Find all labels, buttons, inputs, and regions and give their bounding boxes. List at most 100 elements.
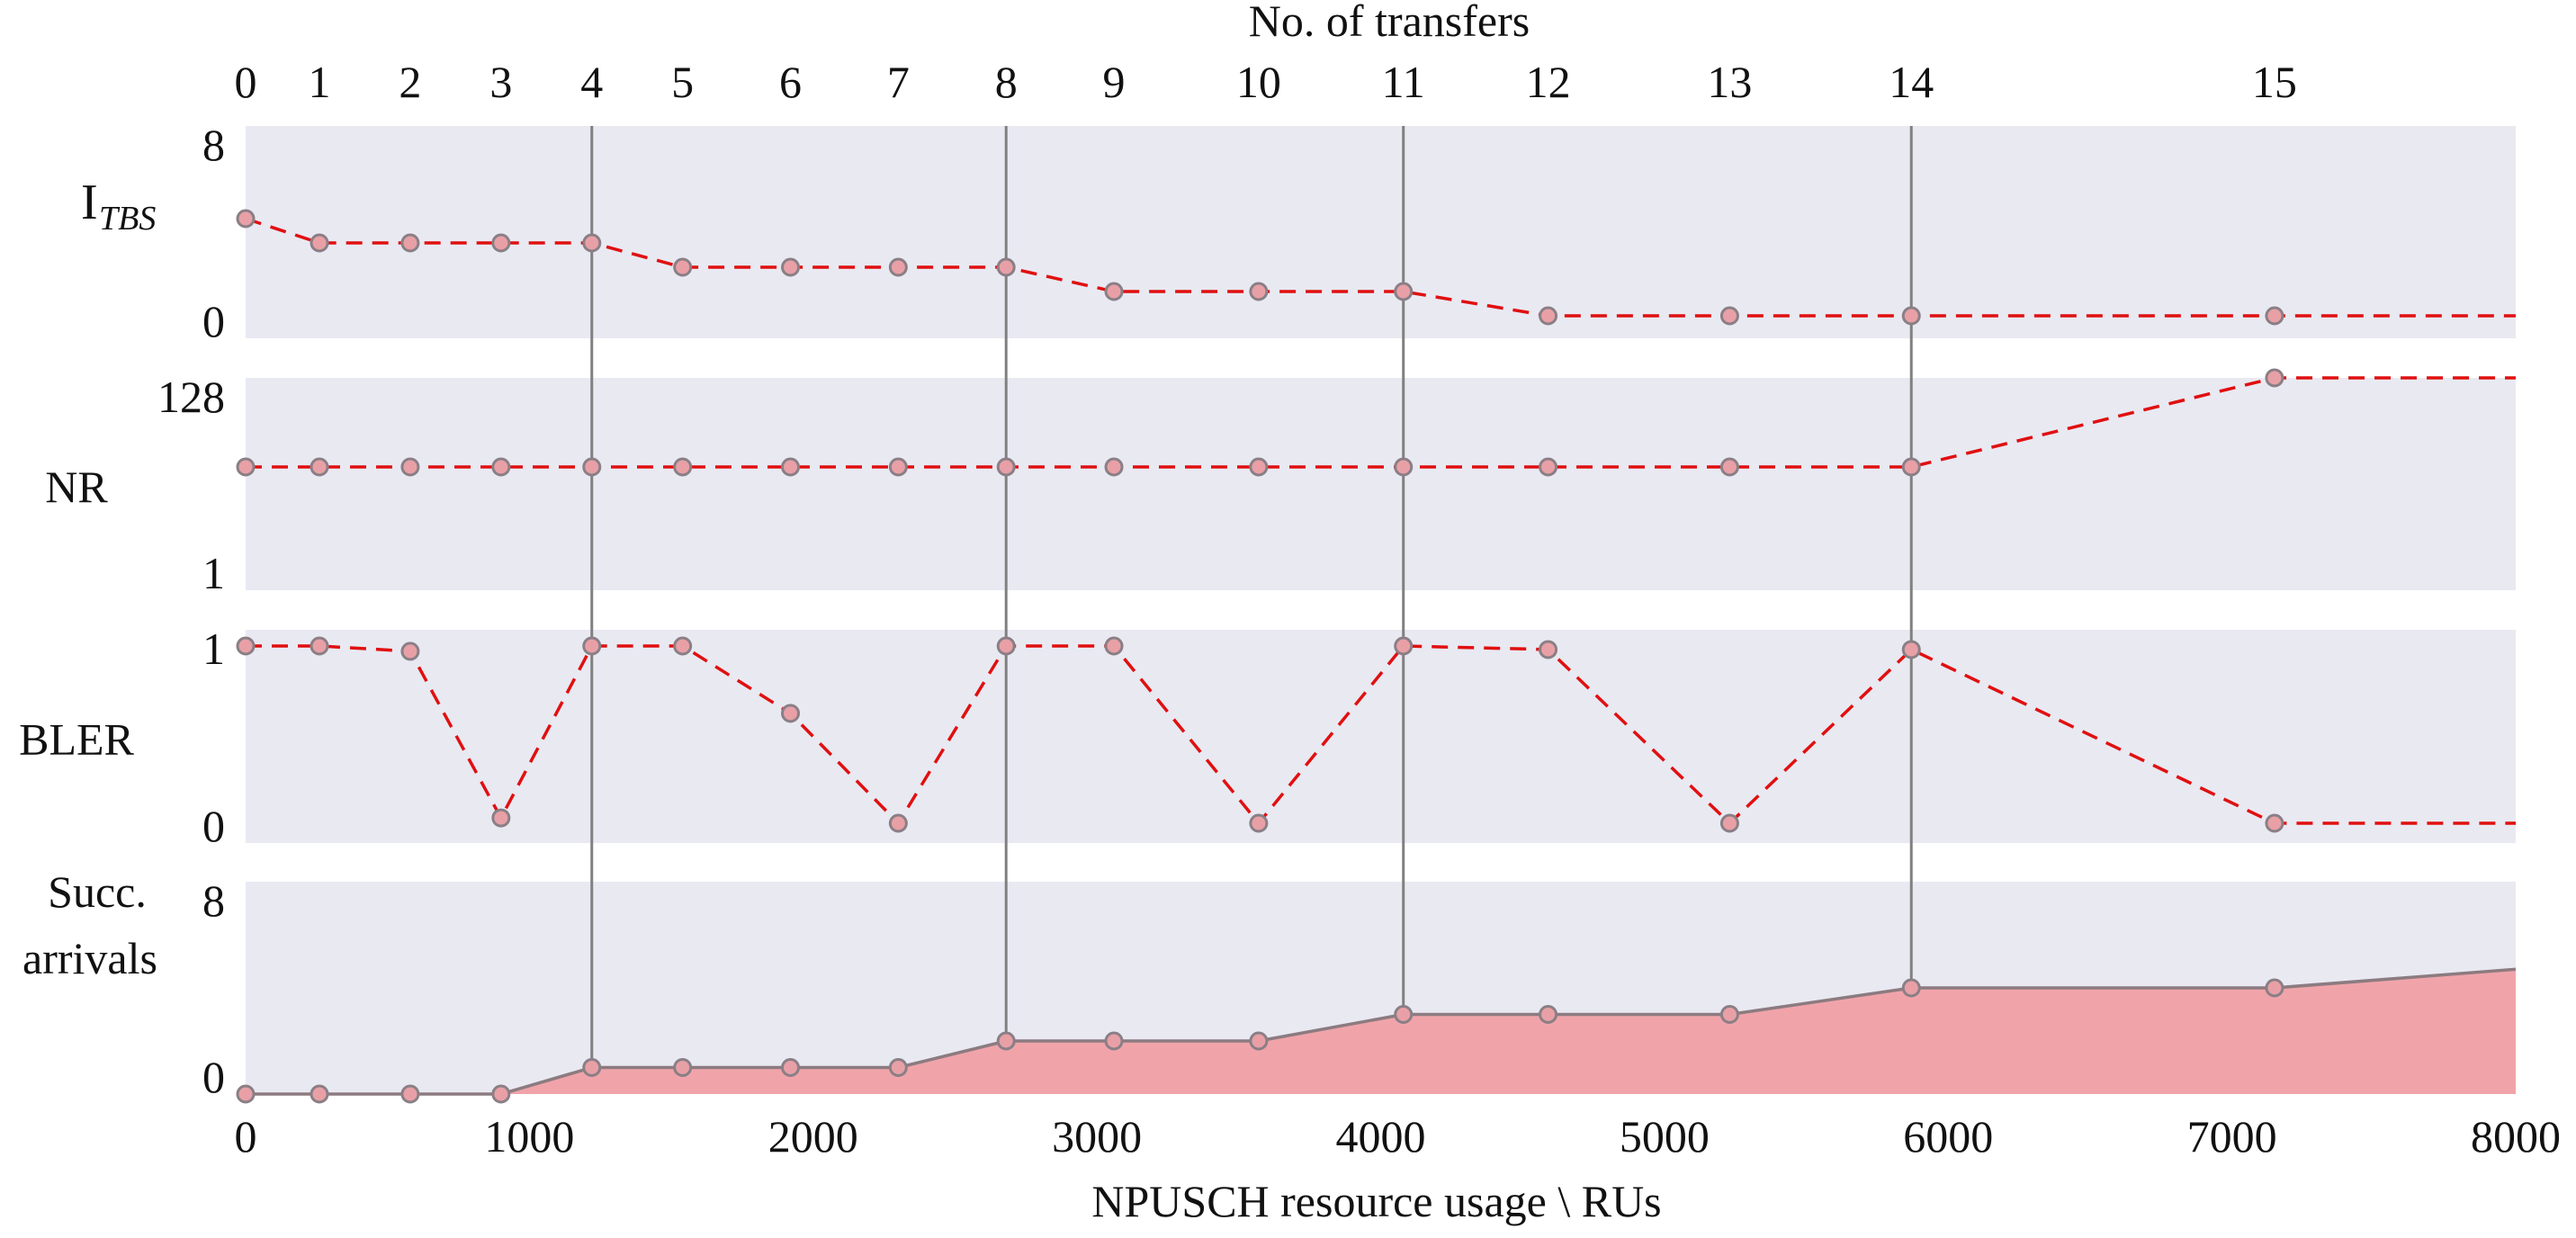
data-point-nr-11 — [1394, 457, 1414, 477]
data-point-succ-15 — [2265, 978, 2284, 998]
data-point-bler-3 — [491, 808, 511, 828]
data-point-itbs-6 — [781, 257, 801, 277]
series-layer — [236, 209, 2517, 1104]
data-point-succ-13 — [1719, 1005, 1739, 1024]
data-point-bler-11 — [1394, 636, 1414, 656]
x-tick-label-8: 8000 — [2471, 1111, 2561, 1162]
data-point-bler-15 — [2265, 813, 2284, 833]
data-point-succ-6 — [781, 1058, 801, 1077]
top-tick-label-6: 6 — [779, 57, 802, 107]
y-tick-top-bler: 1 — [202, 623, 225, 674]
top-tick-label-11: 11 — [1382, 57, 1425, 107]
panel-label-subscript-itbs: TBS — [99, 200, 156, 238]
x-tick-label-3: 3000 — [1052, 1111, 1142, 1162]
data-point-itbs-3 — [491, 233, 511, 253]
data-point-nr-1 — [310, 457, 329, 477]
data-point-nr-3 — [491, 457, 511, 477]
data-point-succ-14 — [1901, 978, 1921, 998]
data-point-bler-2 — [400, 641, 420, 661]
data-point-itbs-11 — [1394, 282, 1414, 301]
data-point-itbs-10 — [1249, 282, 1269, 301]
data-point-bler-8 — [996, 636, 1016, 656]
data-point-itbs-1 — [310, 233, 329, 253]
x-tick-label-2: 2000 — [768, 1111, 858, 1162]
data-point-nr-6 — [781, 457, 801, 477]
data-point-itbs-8 — [996, 257, 1016, 277]
top-axis-title: No. of transfers — [1249, 0, 1530, 46]
data-point-nr-4 — [582, 457, 602, 477]
top-tick-label-4: 4 — [580, 57, 603, 107]
data-point-succ-5 — [673, 1058, 693, 1077]
y-tick-bottom-succ: 0 — [202, 1052, 225, 1102]
data-point-bler-0 — [236, 636, 256, 656]
panel-label-bler: BLER — [19, 714, 134, 765]
data-point-itbs-7 — [888, 257, 908, 277]
panel-label-itbs: I — [81, 175, 98, 230]
panel-label-succ: Succ. — [48, 866, 147, 917]
x-tick-label-1: 1000 — [484, 1111, 574, 1162]
label-layer: No. of transfers NPUSCH resource usage \… — [19, 0, 2561, 1226]
data-point-succ-2 — [400, 1084, 420, 1104]
panel-backgrounds — [246, 126, 2516, 1094]
series-area-succ — [246, 969, 2516, 1094]
data-point-nr-15 — [2265, 368, 2284, 388]
top-tick-label-13: 13 — [1707, 57, 1752, 107]
top-tick-label-0: 0 — [235, 57, 257, 107]
y-tick-top-itbs: 8 — [202, 120, 225, 170]
data-point-bler-1 — [310, 636, 329, 656]
y-tick-top-nr: 128 — [157, 372, 225, 422]
top-tick-label-3: 3 — [489, 57, 512, 107]
x-tick-label-4: 4000 — [1336, 1111, 1426, 1162]
data-point-succ-1 — [310, 1084, 329, 1104]
data-point-succ-10 — [1249, 1031, 1269, 1051]
data-point-bler-13 — [1719, 813, 1739, 833]
top-tick-label-12: 12 — [1526, 57, 1571, 107]
y-tick-bottom-nr: 1 — [202, 548, 225, 598]
data-point-nr-5 — [673, 457, 693, 477]
top-tick-label-2: 2 — [399, 57, 421, 107]
data-point-nr-13 — [1719, 457, 1739, 477]
data-point-nr-7 — [888, 457, 908, 477]
data-point-nr-14 — [1901, 457, 1921, 477]
data-point-bler-14 — [1901, 640, 1921, 659]
data-point-bler-9 — [1104, 636, 1124, 656]
data-point-itbs-15 — [2265, 306, 2284, 326]
data-point-itbs-9 — [1104, 282, 1124, 301]
data-point-nr-9 — [1104, 457, 1124, 477]
top-tick-label-14: 14 — [1889, 57, 1934, 107]
data-point-succ-11 — [1394, 1005, 1414, 1024]
data-point-succ-12 — [1539, 1005, 1558, 1024]
y-tick-bottom-bler: 0 — [202, 801, 225, 851]
x-axis-title: NPUSCH resource usage \ RUs — [1091, 1176, 1661, 1226]
top-tick-label-8: 8 — [995, 57, 1018, 107]
data-point-itbs-4 — [582, 233, 602, 253]
data-point-itbs-2 — [400, 233, 420, 253]
data-point-bler-6 — [781, 704, 801, 723]
data-point-succ-4 — [582, 1058, 602, 1077]
data-point-itbs-12 — [1539, 306, 1558, 326]
top-tick-label-1: 1 — [308, 57, 330, 107]
data-point-succ-9 — [1104, 1031, 1124, 1051]
x-tick-label-0: 0 — [235, 1111, 257, 1162]
data-point-nr-0 — [236, 457, 256, 477]
data-point-bler-7 — [888, 813, 908, 833]
data-point-itbs-14 — [1901, 306, 1921, 326]
x-tick-label-7: 7000 — [2187, 1111, 2277, 1162]
data-point-nr-10 — [1249, 457, 1269, 477]
panel-bg-bler — [246, 630, 2516, 843]
data-point-bler-4 — [582, 636, 602, 656]
data-point-itbs-13 — [1719, 306, 1739, 326]
data-point-succ-8 — [996, 1031, 1016, 1051]
top-tick-label-15: 15 — [2252, 57, 2297, 107]
data-point-itbs-0 — [236, 209, 256, 229]
panel-label-nr: NR — [45, 462, 108, 512]
data-point-bler-12 — [1539, 640, 1558, 659]
data-point-bler-5 — [673, 636, 693, 656]
top-tick-label-9: 9 — [1103, 57, 1126, 107]
data-point-succ-7 — [888, 1058, 908, 1077]
data-point-nr-2 — [400, 457, 420, 477]
panel-bg-nr — [246, 378, 2516, 590]
data-point-succ-3 — [491, 1084, 511, 1104]
